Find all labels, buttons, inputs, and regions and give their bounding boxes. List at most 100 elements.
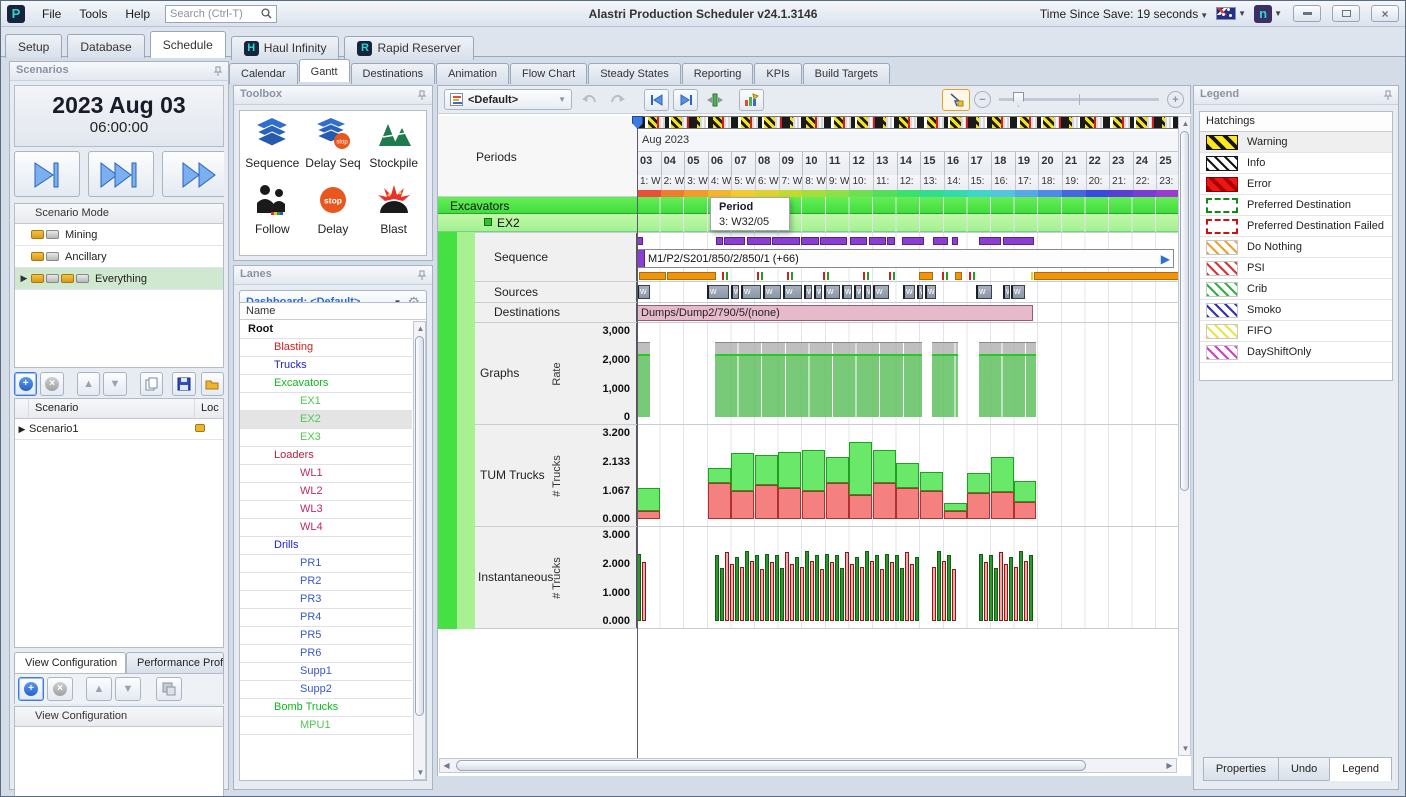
move-down-button[interactable]: ▼ — [103, 372, 127, 396]
tab-haul-infinity[interactable]: H Haul Infinity — [230, 35, 340, 60]
source-block[interactable]: w — [731, 285, 739, 299]
step-forward-button[interactable] — [14, 151, 80, 197]
inst-bar[interactable] — [905, 552, 909, 621]
gantt-tab-kpis[interactable]: KPIs — [754, 63, 802, 84]
gantt-vscrollbar[interactable]: ▲ ▼ — [1178, 116, 1191, 756]
pin-icon[interactable] — [1383, 90, 1393, 101]
delay-mini-bar[interactable] — [919, 272, 933, 280]
language-flag-button[interactable]: ▼ — [1216, 7, 1246, 20]
source-block[interactable]: w — [903, 285, 915, 299]
chart-options-button[interactable] — [739, 88, 764, 111]
sequence-mini-bar[interactable] — [869, 237, 886, 245]
inst-bar[interactable] — [830, 562, 834, 621]
inst-bar[interactable] — [805, 550, 809, 621]
menu-tools[interactable]: Tools — [79, 6, 108, 21]
inst-bar[interactable] — [720, 567, 724, 621]
inst-bar[interactable] — [870, 560, 874, 621]
source-block[interactable]: w — [741, 285, 761, 299]
inst-bar[interactable] — [875, 555, 879, 621]
sequence-mini-bar[interactable] — [820, 237, 847, 245]
gantt-tab-gantt[interactable]: Gantt — [298, 59, 350, 82]
source-block[interactable]: w — [925, 285, 936, 299]
inst-bar[interactable] — [999, 552, 1003, 621]
lane-node-root[interactable]: Root — [240, 321, 412, 339]
zoom-slider[interactable] — [999, 92, 1159, 107]
tab-database[interactable]: Database — [67, 34, 145, 58]
add-scenario-button[interactable]: + — [14, 372, 38, 396]
save-view-config-button[interactable] — [156, 677, 182, 701]
tum-bar-red[interactable] — [849, 494, 872, 519]
lane-node-supp2[interactable]: Supp2 — [240, 681, 412, 699]
destinations-bar[interactable]: Dumps/Dump2/790/5/(none) — [637, 305, 1033, 321]
tum-bar-red[interactable] — [637, 510, 660, 519]
select-tool-button[interactable] — [942, 88, 970, 111]
delete-scenario-button[interactable]: × — [40, 372, 64, 396]
inst-bar[interactable] — [1019, 550, 1023, 621]
inst-bar[interactable] — [1024, 560, 1028, 621]
lane-node-wl1[interactable]: WL1 — [240, 465, 412, 483]
source-block[interactable]: w — [842, 285, 852, 299]
gantt-tab-calendar[interactable]: Calendar — [229, 63, 298, 84]
tum-bar-green[interactable] — [778, 451, 801, 489]
inst-bar[interactable] — [820, 569, 824, 621]
menu-file[interactable]: File — [42, 6, 62, 21]
inst-bar[interactable] — [890, 562, 894, 621]
tum-bar-red[interactable] — [1014, 501, 1036, 519]
inst-bar[interactable] — [780, 567, 784, 621]
source-block[interactable]: w — [864, 285, 871, 299]
tum-bar-green[interactable] — [1014, 481, 1036, 502]
delete-view-config-button[interactable]: × — [47, 677, 73, 701]
fit-to-window-button[interactable] — [702, 89, 727, 111]
inst-bar[interactable] — [755, 555, 759, 621]
lane-node-trucks[interactable]: Trucks — [240, 357, 412, 375]
inst-bar[interactable] — [835, 555, 839, 621]
inst-bar[interactable] — [855, 556, 859, 621]
tum-bar-green[interactable] — [896, 462, 919, 489]
inst-bar[interactable] — [915, 556, 919, 621]
delay-mini-bar[interactable] — [955, 272, 962, 280]
menu-help[interactable]: Help — [125, 6, 151, 21]
inst-bar[interactable] — [795, 556, 799, 621]
tum-bar-red[interactable] — [826, 482, 849, 519]
tab-performance-profile[interactable]: Performance Profil — [126, 652, 224, 673]
source-block[interactable]: w — [854, 285, 862, 299]
inst-bar[interactable] — [815, 555, 819, 621]
tab-schedule[interactable]: Schedule — [149, 30, 226, 58]
tum-bar-green[interactable] — [708, 467, 731, 483]
source-block[interactable]: w — [814, 285, 822, 299]
source-block[interactable]: w — [783, 285, 802, 299]
add-view-config-button[interactable]: + — [18, 677, 44, 701]
search-input[interactable]: Search (Ctrl-T) — [165, 4, 278, 23]
inst-bar[interactable] — [900, 567, 904, 621]
zoom-slider-thumb[interactable] — [1013, 92, 1024, 107]
lane-node-pr3[interactable]: PR3 — [240, 591, 412, 609]
inst-bar[interactable] — [825, 553, 829, 621]
inst-bar[interactable] — [1029, 555, 1033, 621]
inst-bar[interactable] — [989, 555, 993, 621]
tool-follow[interactable]: Follow — [242, 183, 303, 249]
inst-bar[interactable] — [840, 567, 844, 621]
inst-bar[interactable] — [947, 555, 951, 621]
tum-bar-green[interactable] — [873, 450, 896, 483]
tum-bar-red[interactable] — [778, 488, 801, 519]
source-block[interactable]: w — [917, 285, 923, 299]
tool-sequence[interactable]: Sequence — [242, 117, 303, 183]
inst-bar[interactable] — [775, 555, 779, 621]
time-cursor-flag[interactable] — [632, 116, 643, 129]
panel-tab-undo[interactable]: Undo — [1277, 757, 1331, 781]
warnings-hatch-strip[interactable] — [637, 116, 1180, 129]
inst-bar[interactable] — [800, 566, 804, 621]
source-block[interactable]: w — [1003, 285, 1010, 299]
rate-area-green[interactable] — [932, 353, 958, 417]
tum-bar-red[interactable] — [991, 492, 1014, 519]
tum-bar-green[interactable] — [920, 471, 943, 491]
delay-mini-bar[interactable] — [1034, 272, 1180, 280]
lane-node-drills[interactable]: Drills — [240, 537, 412, 555]
lane-node-blasting[interactable]: Blasting — [240, 339, 412, 357]
source-block[interactable]: w — [873, 285, 889, 299]
export-scenario-button[interactable] — [200, 372, 224, 396]
lanes-vscrollbar[interactable]: ▲ ▼ — [413, 321, 426, 780]
lane-node-pr4[interactable]: PR4 — [240, 609, 412, 627]
lane-node-pr2[interactable]: PR2 — [240, 573, 412, 591]
rate-area-graycap[interactable] — [932, 342, 958, 354]
